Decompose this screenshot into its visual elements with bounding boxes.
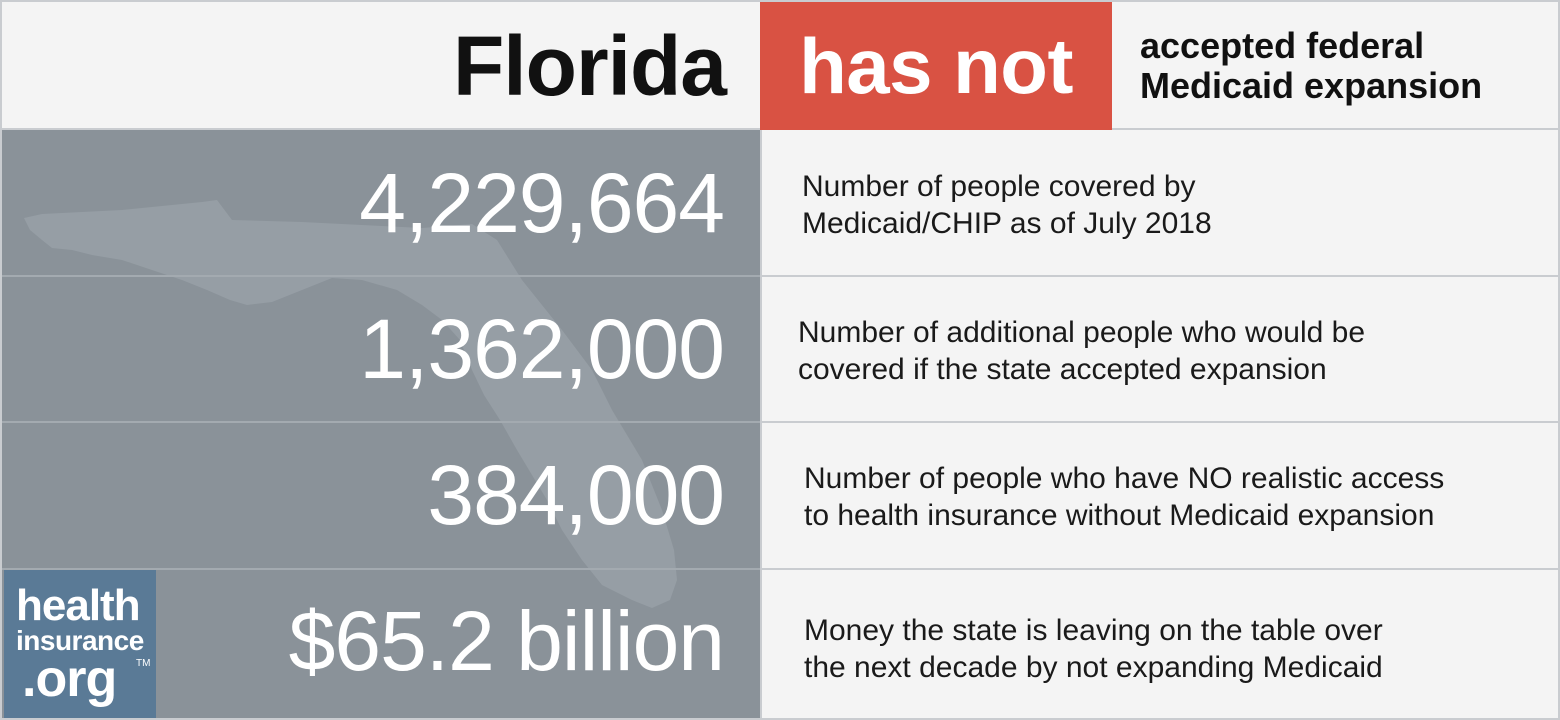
stats-values-panel: 4,229,664 1,362,000 384,000 $65.2 billio… [2, 130, 760, 718]
header: Florida has not accepted federal Medicai… [2, 2, 1558, 130]
stat-description-line: Medicaid/CHIP as of July 2018 [802, 207, 1212, 240]
row-divider [760, 568, 1558, 570]
status-description: accepted federal Medicaid expansion [1140, 26, 1540, 106]
stat-description-line: covered if the state accepted expansion [798, 353, 1327, 386]
stat-description-line: Money the state is leaving on the table … [804, 614, 1383, 647]
stat-value-additional-coverage: 1,362,000 [359, 301, 725, 396]
stat-value-money-left: $65.2 billion [288, 593, 725, 688]
status-description-line-1: accepted federal [1140, 25, 1425, 66]
stat-value-no-access: 384,000 [427, 447, 725, 542]
logo-text-org: .org [22, 650, 117, 708]
row-divider [760, 275, 1558, 277]
row-divider [2, 275, 760, 277]
row-divider [2, 568, 760, 570]
stat-description-money-left: Money the state is leaving on the table … [804, 612, 1544, 686]
state-name: Florida [452, 18, 727, 113]
stat-description-no-access: Number of people who have NO realistic a… [804, 460, 1544, 534]
florida-map-icon [24, 200, 677, 608]
stat-description-additional-coverage: Number of additional people who would be… [798, 314, 1538, 388]
logo-text-health: health [16, 581, 141, 630]
stat-description-line: Number of people who have NO realistic a… [804, 462, 1445, 495]
logo-trademark: TM [136, 658, 151, 669]
stat-description-medicaid-enrollment: Number of people covered by Medicaid/CHI… [802, 168, 1542, 242]
logo-text-insurance: insurance [16, 625, 144, 656]
row-divider [760, 421, 1558, 423]
row-divider [2, 421, 760, 423]
stat-value-medicaid-enrollment: 4,229,664 [359, 155, 725, 250]
stat-description-line: Number of additional people who would be [798, 316, 1366, 349]
stat-description-line: to health insurance without Medicaid exp… [804, 499, 1435, 532]
expansion-status-badge: has not [760, 2, 1112, 130]
healthinsurance-org-logo: health insurance .org TM [4, 570, 156, 718]
stats-descriptions-panel: Number of people covered by Medicaid/CHI… [760, 130, 1558, 718]
status-description-line-2: Medicaid expansion [1140, 65, 1483, 106]
stat-description-line: the next decade by not expanding Medicai… [804, 651, 1383, 684]
stat-description-line: Number of people covered by [802, 170, 1196, 203]
